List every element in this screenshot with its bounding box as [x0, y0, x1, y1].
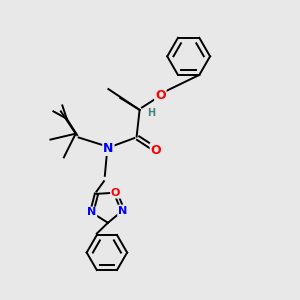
Text: O: O	[111, 188, 120, 198]
Text: H: H	[147, 108, 155, 118]
Text: N: N	[87, 208, 96, 218]
Text: N: N	[103, 142, 114, 155]
Text: O: O	[155, 88, 166, 101]
Text: O: O	[151, 143, 161, 157]
Text: N: N	[118, 206, 128, 215]
